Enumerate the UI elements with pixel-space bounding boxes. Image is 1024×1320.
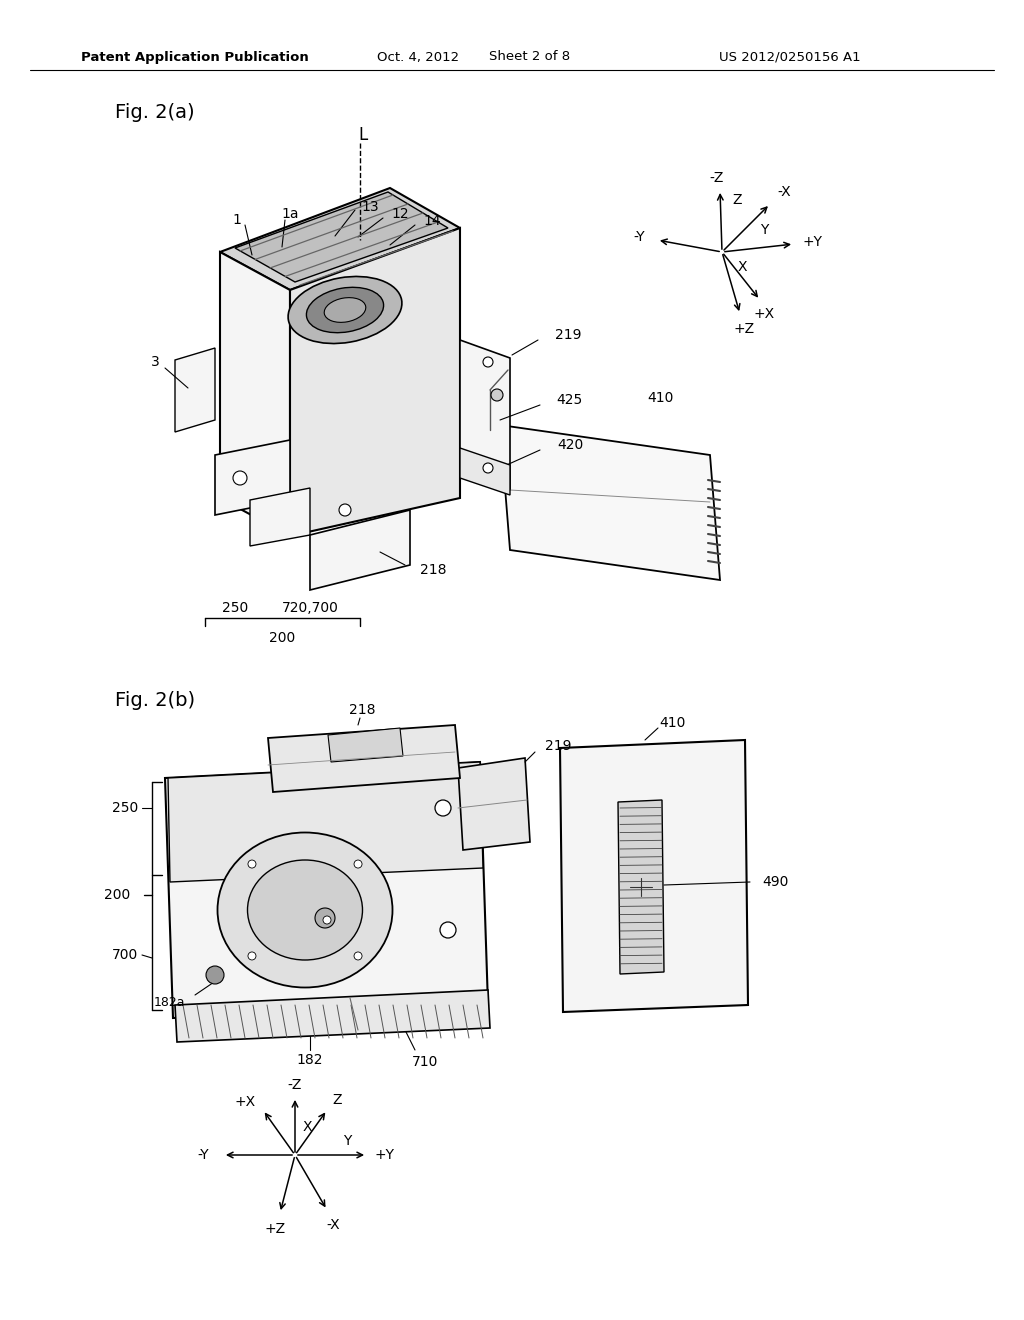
Text: 410: 410	[658, 715, 685, 730]
Polygon shape	[215, 440, 290, 515]
Polygon shape	[175, 990, 490, 1041]
Text: Sheet 2 of 8: Sheet 2 of 8	[489, 50, 570, 63]
Polygon shape	[460, 341, 510, 490]
Polygon shape	[168, 762, 483, 882]
Circle shape	[315, 908, 335, 928]
Circle shape	[354, 952, 362, 960]
Circle shape	[323, 916, 331, 924]
Ellipse shape	[306, 288, 384, 333]
Text: 720,700: 720,700	[282, 601, 339, 615]
Text: 3: 3	[151, 355, 160, 370]
Polygon shape	[290, 228, 460, 536]
Polygon shape	[458, 758, 530, 850]
Circle shape	[206, 966, 224, 983]
Text: +X: +X	[234, 1096, 256, 1109]
Text: +Z: +Z	[733, 322, 755, 337]
Text: Z: Z	[732, 193, 741, 207]
Text: 1: 1	[232, 213, 242, 227]
Text: -Z: -Z	[288, 1078, 302, 1092]
Text: 14: 14	[423, 214, 440, 228]
Circle shape	[490, 389, 503, 401]
Text: 490: 490	[762, 875, 788, 888]
Ellipse shape	[217, 833, 392, 987]
Text: 182a: 182a	[154, 995, 185, 1008]
Text: X: X	[302, 1119, 311, 1134]
Text: -Z: -Z	[710, 172, 724, 185]
Text: -Y: -Y	[198, 1148, 209, 1162]
Text: 13: 13	[361, 201, 379, 214]
Polygon shape	[500, 425, 720, 579]
Text: +Y: +Y	[802, 235, 822, 249]
Polygon shape	[165, 762, 488, 1018]
Text: 218: 218	[420, 564, 446, 577]
Text: 182: 182	[297, 1053, 324, 1067]
Circle shape	[483, 356, 493, 367]
Circle shape	[435, 800, 451, 816]
Text: 410: 410	[647, 391, 673, 405]
Text: 700: 700	[112, 948, 138, 962]
Text: Patent Application Publication: Patent Application Publication	[81, 50, 309, 63]
Circle shape	[483, 463, 493, 473]
Text: 250: 250	[112, 801, 138, 814]
Text: 200: 200	[103, 888, 130, 902]
Polygon shape	[268, 725, 460, 792]
Text: 219: 219	[555, 327, 582, 342]
Circle shape	[248, 861, 256, 869]
Circle shape	[233, 471, 247, 484]
Ellipse shape	[248, 861, 362, 960]
Circle shape	[440, 921, 456, 939]
Text: X: X	[737, 260, 746, 275]
Ellipse shape	[325, 297, 366, 322]
Text: 425: 425	[556, 393, 583, 407]
Text: 12: 12	[391, 207, 409, 220]
Polygon shape	[234, 191, 449, 282]
Polygon shape	[220, 187, 460, 290]
Polygon shape	[618, 800, 664, 974]
Polygon shape	[310, 510, 410, 590]
Polygon shape	[460, 447, 510, 495]
Text: +X: +X	[754, 308, 774, 321]
Ellipse shape	[288, 276, 401, 343]
Text: 219: 219	[545, 739, 571, 752]
Polygon shape	[250, 488, 310, 546]
Text: -X: -X	[327, 1218, 340, 1232]
Circle shape	[354, 861, 362, 869]
Polygon shape	[175, 348, 215, 432]
Text: Y: Y	[343, 1134, 351, 1148]
Circle shape	[248, 952, 256, 960]
Polygon shape	[560, 741, 748, 1012]
Text: +Y: +Y	[375, 1148, 395, 1162]
Text: Fig. 2(b): Fig. 2(b)	[115, 690, 196, 710]
Text: -X: -X	[777, 185, 791, 199]
Text: -Y: -Y	[633, 230, 645, 244]
Text: 420: 420	[557, 438, 584, 451]
Polygon shape	[220, 252, 290, 536]
Text: 1a: 1a	[282, 207, 299, 220]
Polygon shape	[328, 729, 403, 762]
Text: +Z: +Z	[264, 1222, 286, 1236]
Text: 200: 200	[269, 631, 295, 645]
Text: Y: Y	[760, 223, 768, 238]
Text: 710: 710	[412, 1055, 438, 1069]
Text: L: L	[358, 125, 368, 144]
Text: 218: 218	[349, 704, 375, 717]
Text: Z: Z	[332, 1093, 342, 1107]
Text: Oct. 4, 2012: Oct. 4, 2012	[377, 50, 459, 63]
Circle shape	[339, 504, 351, 516]
Text: Fig. 2(a): Fig. 2(a)	[115, 103, 195, 121]
Text: US 2012/0250156 A1: US 2012/0250156 A1	[719, 50, 861, 63]
Text: 250: 250	[222, 601, 248, 615]
